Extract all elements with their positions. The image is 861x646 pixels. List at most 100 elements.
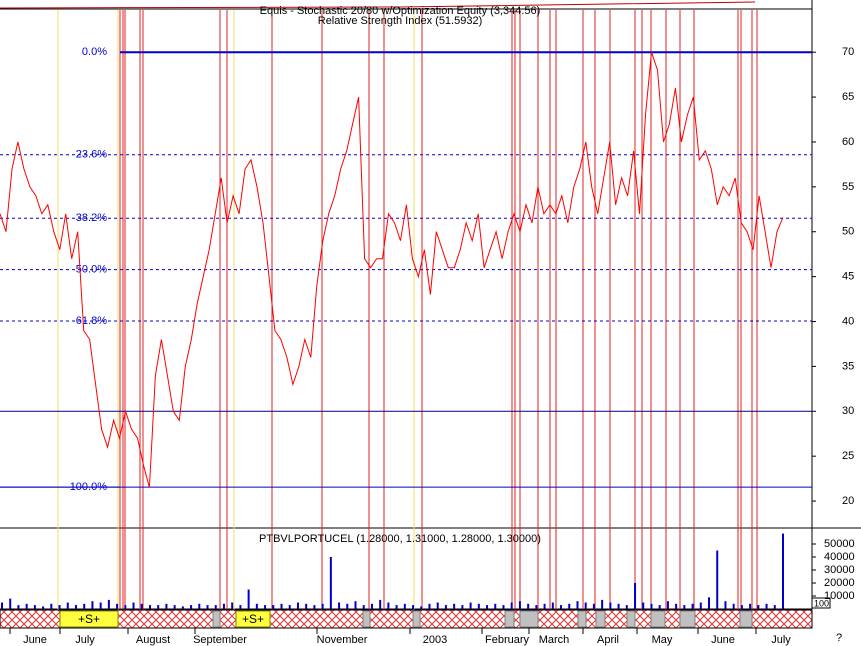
volume-bar <box>124 605 127 609</box>
volume-bar <box>272 605 275 609</box>
volume-bar <box>50 603 53 609</box>
volume-bar <box>329 557 332 609</box>
x-tick-label: June <box>711 634 735 646</box>
volume-bar <box>461 605 464 609</box>
volume-bar <box>17 605 20 609</box>
x-tick-label: November <box>317 634 368 646</box>
volume-bar <box>107 599 110 609</box>
strip-box <box>412 610 421 628</box>
fib-label: 100.0% <box>70 481 108 493</box>
volume-bar <box>699 602 702 609</box>
y-tick-label: 30000 <box>824 564 855 576</box>
volume-bar <box>58 605 61 609</box>
y-tick-label: 35 <box>842 360 854 372</box>
volume-bar <box>313 605 316 609</box>
y-tick-label: 50 <box>842 226 854 238</box>
signal-label: +S+ <box>78 612 100 626</box>
volume-bar <box>584 602 587 609</box>
strip-box <box>212 610 221 628</box>
volume-bar <box>477 603 480 609</box>
volume-bar <box>42 606 45 609</box>
chart-title: Equis - Stochastic 20/80 w/Optimization … <box>260 5 541 17</box>
volume-bar <box>181 606 184 609</box>
strip-box <box>362 610 371 628</box>
volume-bar <box>354 601 357 609</box>
volume-bar <box>650 603 653 609</box>
y-tick-label: 55 <box>842 181 854 193</box>
volume-bar <box>222 603 225 609</box>
volume-bar <box>453 603 456 609</box>
y-tick-label: 20 <box>842 495 854 507</box>
volume-bar <box>617 603 620 609</box>
volume-bar <box>321 603 324 609</box>
strip-box <box>595 610 606 628</box>
fib-label: 50.0% <box>76 264 107 276</box>
equity-line <box>0 1 756 9</box>
volume-bar <box>773 605 776 609</box>
volume-bar <box>732 603 735 609</box>
volume-bar <box>9 598 12 609</box>
volume-bar <box>469 602 472 609</box>
volume-bar <box>716 550 719 609</box>
volume-bar <box>255 603 258 609</box>
chart-subtitle: Relative Strength Index (51.5932) <box>318 15 483 27</box>
volume-bar <box>683 605 686 609</box>
y-tick-label: 40000 <box>824 551 855 563</box>
strip-box <box>679 610 696 628</box>
x-tick-label: April <box>597 634 619 646</box>
volume-bar <box>25 603 28 609</box>
volume-bar <box>666 601 669 609</box>
volume-bar <box>675 603 678 609</box>
fib-label: 38.2% <box>76 212 107 224</box>
volume-bar <box>264 605 267 609</box>
scale-box <box>811 597 831 609</box>
y-tick-label: 25 <box>842 450 854 462</box>
y-tick-label: 70 <box>842 46 854 58</box>
volume-bar <box>708 597 711 609</box>
signal-strip <box>0 609 813 629</box>
strip-box <box>577 610 587 628</box>
volume-bar <box>370 603 373 609</box>
y-tick-label: 20000 <box>824 577 855 589</box>
volume-bar <box>305 603 308 609</box>
volume-bar <box>560 605 563 609</box>
volume-bar <box>428 603 431 609</box>
strip-box <box>626 610 636 628</box>
volume-bar <box>395 605 398 609</box>
volume-bar <box>165 603 168 609</box>
volume-bar <box>601 599 604 609</box>
volume-bar <box>362 605 365 609</box>
volume-bar <box>148 605 151 609</box>
x-tick-label: March <box>539 634 570 646</box>
fib-label: 0.0% <box>82 46 107 58</box>
volume-bar <box>403 603 406 609</box>
volume-bar <box>387 602 390 609</box>
volume-bar <box>642 602 645 609</box>
strip-boxes: +S+ +S+ <box>59 610 753 628</box>
volume-bar <box>198 603 201 609</box>
signal-box <box>235 610 271 628</box>
volume-bar <box>420 606 423 609</box>
volume-bar <box>518 601 521 609</box>
strip-box <box>650 610 666 628</box>
x-tick-label: July <box>771 634 791 646</box>
volume-bar <box>99 602 102 609</box>
volume-bar <box>338 602 341 609</box>
volume-bar <box>288 605 291 609</box>
signal-box <box>59 610 119 628</box>
strip-box <box>739 610 753 628</box>
strip-box <box>504 610 515 628</box>
volume-bar <box>634 583 637 609</box>
volume-bar <box>74 605 77 609</box>
y-tick-label: 45 <box>842 271 854 283</box>
volume-bar <box>83 603 86 609</box>
x-tick-label: June <box>23 634 47 646</box>
scale-label: 100 <box>814 598 829 608</box>
y-tick-label: 50000 <box>824 538 855 550</box>
volume-bar <box>757 605 760 609</box>
volume-bar <box>66 602 69 609</box>
volume-bar <box>724 601 727 609</box>
volume-bar <box>551 602 554 609</box>
volume-bar <box>206 605 209 609</box>
x-tick-label: May <box>652 634 673 646</box>
